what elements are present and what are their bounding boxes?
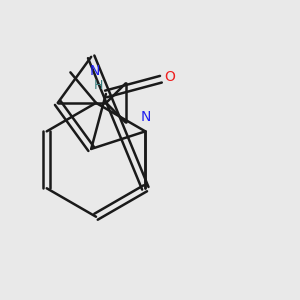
Text: O: O	[164, 70, 175, 84]
Text: H: H	[93, 79, 103, 92]
Text: N: N	[140, 110, 151, 124]
Text: N: N	[90, 64, 100, 78]
